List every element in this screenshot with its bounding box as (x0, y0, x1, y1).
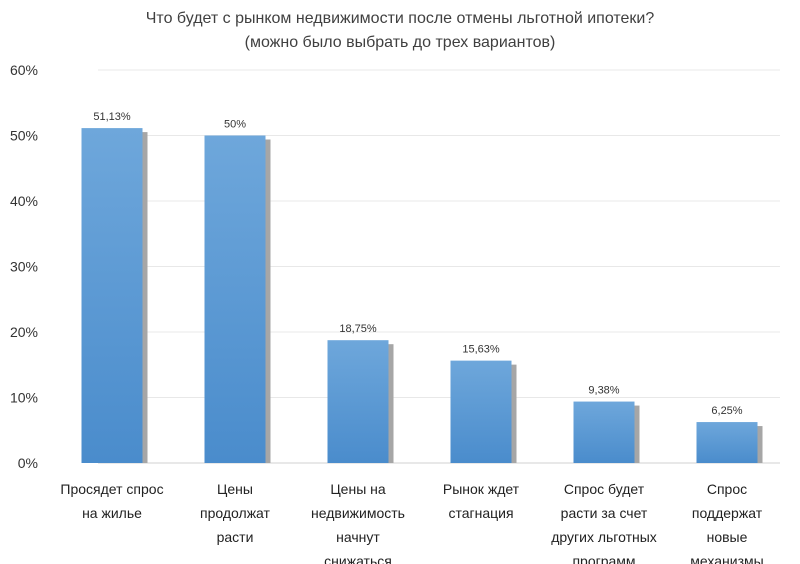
bar (81, 128, 143, 463)
x-tick-label: других льготных (551, 529, 657, 545)
bar (327, 340, 389, 463)
data-label: 51,13% (93, 111, 131, 123)
x-tick-label: недвижимость (311, 505, 405, 521)
x-tick-label: на жилье (82, 505, 142, 521)
y-tick-label: 60% (10, 62, 38, 78)
x-tick-label: продолжат (200, 505, 271, 521)
data-label: 9,38% (588, 385, 619, 397)
x-tick-label: программ (572, 553, 635, 564)
y-tick-label: 50% (10, 128, 38, 144)
y-tick-label: 30% (10, 259, 38, 275)
y-tick-label: 40% (10, 193, 38, 209)
data-label: 18,75% (339, 323, 377, 335)
chart-title: Что будет с рынком недвижимости после от… (145, 10, 655, 27)
bar (573, 401, 635, 463)
x-tick-label: Цены (217, 481, 253, 497)
x-tick-label: снижаться (324, 553, 392, 564)
y-tick-label: 0% (18, 455, 38, 471)
x-tick-label: расти (217, 529, 254, 545)
x-tick-label: новые (707, 529, 748, 545)
x-tick-label: расти за счет (561, 505, 648, 521)
x-tick-label: Спрос (707, 481, 747, 497)
bar (696, 422, 758, 463)
x-tick-label: Рынок ждет (443, 481, 520, 497)
x-tick-label: поддержат (692, 505, 763, 521)
chart-subtitle: (можно было выбрать до трех вариантов) (244, 34, 556, 51)
x-tick-label: Спрос будет (564, 481, 645, 497)
x-tick-label: Просядет спрос (60, 481, 163, 497)
x-tick-label: начнут (336, 529, 380, 545)
x-tick-label: механизмы (690, 553, 763, 564)
data-label: 15,63% (462, 344, 500, 356)
bar (204, 135, 266, 463)
x-tick-label: стагнация (448, 505, 513, 521)
x-tick-label: Цены на (330, 481, 386, 497)
y-tick-label: 10% (10, 390, 38, 406)
bar (450, 360, 512, 463)
data-label: 50% (224, 119, 246, 131)
data-label: 6,25% (711, 405, 742, 417)
y-tick-label: 20% (10, 324, 38, 340)
